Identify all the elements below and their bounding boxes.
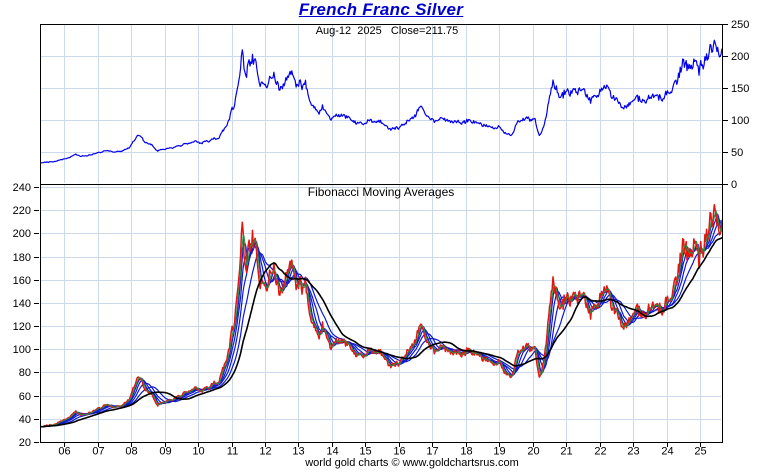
y-tick-label-top: 0 <box>731 179 737 191</box>
axis-labels: 0 50 100 150 200 250 20 40 60 80 100 120 140 160 180 20… <box>13 19 750 458</box>
x-tick-label: 18 <box>460 445 472 457</box>
x-tick-label: 24 <box>661 445 673 457</box>
x-tick-label: 07 <box>92 445 104 457</box>
x-tick-label: 19 <box>493 445 505 457</box>
x-tick-label: 25 <box>694 445 706 457</box>
y-tick-label-bottom: 40 <box>19 414 31 426</box>
chart-title: French Franc Silver <box>298 0 464 19</box>
y-tick-label-bottom: 220 <box>13 205 31 217</box>
x-tick-label: 09 <box>159 445 171 457</box>
x-tick-label: 22 <box>594 445 606 457</box>
axis-ticks <box>34 24 728 447</box>
y-tick-label-bottom: 120 <box>13 321 31 333</box>
grid-lines <box>41 25 721 441</box>
x-tick-label: 11 <box>227 445 238 457</box>
x-tick-label: 06 <box>58 445 70 457</box>
x-tick-label: 14 <box>326 445 338 457</box>
y-tick-label-top: 200 <box>731 51 749 63</box>
x-tick-label: 23 <box>627 445 639 457</box>
x-tick-label: 21 <box>560 445 572 457</box>
x-tick-label: 12 <box>259 445 271 457</box>
y-tick-label-top: 250 <box>731 19 749 31</box>
y-tick-label-bottom: 20 <box>19 437 31 449</box>
y-tick-label-bottom: 140 <box>13 298 31 310</box>
y-tick-label-bottom: 240 <box>13 182 31 194</box>
x-tick-label: 16 <box>393 445 405 457</box>
fibonacci-ma-title: Fibonacci Moving Averages <box>307 185 455 199</box>
x-tick-label: 20 <box>527 445 539 457</box>
y-tick-label-bottom: 200 <box>13 228 31 240</box>
y-tick-label-bottom: 80 <box>19 367 31 379</box>
x-tick-label: 13 <box>292 445 304 457</box>
y-tick-label-top: 150 <box>731 83 749 95</box>
y-tick-label-bottom: 160 <box>13 275 31 287</box>
ma-line-55w <box>40 236 722 428</box>
y-tick-label-top: 100 <box>731 115 749 127</box>
x-tick-label: 08 <box>125 445 137 457</box>
y-tick-label-bottom: 60 <box>19 391 31 403</box>
price-line-top <box>40 39 722 164</box>
x-tick-label: 15 <box>359 445 371 457</box>
footer-credit: world gold charts © www.goldchartsrus.co… <box>305 457 519 469</box>
x-tick-label: 17 <box>426 445 438 457</box>
y-tick-label-top: 50 <box>731 147 743 159</box>
y-tick-label-bottom: 180 <box>13 252 31 264</box>
date-close-label: Aug-12 2025 Close=211.75 <box>315 25 459 37</box>
panel-borders <box>40 24 723 443</box>
y-tick-label-bottom: 100 <box>13 344 31 356</box>
x-tick-label: 10 <box>192 445 204 457</box>
